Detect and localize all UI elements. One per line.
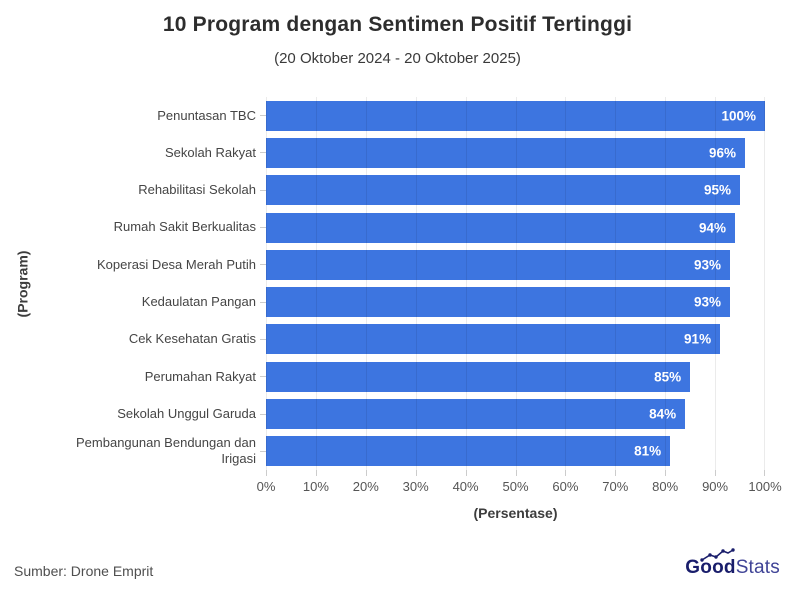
- category-label-row: Rehabilitasi Sekolah: [0, 172, 266, 209]
- bar: 94%: [266, 212, 736, 243]
- bar-value-label: 100%: [721, 108, 756, 124]
- x-tick-label: 30%: [402, 479, 429, 494]
- y-tick-mark: [260, 450, 266, 452]
- bar-value-label: 93%: [694, 294, 722, 310]
- bar: 85%: [266, 361, 691, 392]
- chart-title: 10 Program dengan Sentimen Positif Terti…: [162, 13, 633, 36]
- y-tick-mark: [260, 264, 266, 266]
- x-tick-mark: [715, 470, 717, 476]
- bar-value-label: 95%: [704, 182, 732, 198]
- bar-row: 85%: [266, 358, 765, 395]
- logo-part-good: Good: [685, 557, 736, 578]
- category-label-row: Pembangunan Bendungan dan Irigasi: [0, 433, 266, 470]
- category-label-row: Penuntasan TBC: [0, 97, 266, 134]
- x-tick-label: 20%: [352, 479, 379, 494]
- x-tick-label: 0%: [256, 479, 276, 494]
- x-axis-label: (Persentase): [473, 505, 558, 521]
- bar-row: 81%: [266, 433, 765, 470]
- category-label: Pembangunan Bendungan dan Irigasi: [76, 435, 256, 467]
- bar-value-label: 94%: [699, 220, 727, 236]
- bar: 84%: [266, 399, 686, 430]
- x-tick-label: 90%: [702, 479, 729, 494]
- x-tick-mark: [565, 470, 567, 476]
- bar: 96%: [266, 137, 746, 168]
- bar: 93%: [266, 287, 731, 318]
- x-tick-label: 100%: [748, 479, 782, 494]
- x-tick-label: 50%: [502, 479, 529, 494]
- logo-part-stats: Stats: [735, 557, 780, 578]
- bar: 95%: [266, 175, 741, 206]
- x-tick-label: 60%: [552, 479, 579, 494]
- x-tick-mark: [764, 470, 765, 476]
- goodstats-logo-text: GoodStats: [685, 548, 780, 579]
- category-label-row: Koperasi Desa Merah Putih: [0, 246, 266, 283]
- bar-value-label: 84%: [649, 406, 677, 422]
- bar-row: 84%: [266, 395, 765, 432]
- sparkline-icon: [700, 548, 735, 562]
- category-label: Penuntasan TBC: [157, 107, 256, 123]
- x-tick-mark: [365, 470, 367, 476]
- bar-row: 93%: [266, 246, 765, 283]
- bar-value-label: 91%: [684, 331, 712, 347]
- y-tick-mark: [260, 152, 266, 154]
- category-label: Sekolah Unggul Garuda: [117, 405, 256, 421]
- category-label: Koperasi Desa Merah Putih: [97, 256, 256, 272]
- x-tick-mark: [615, 470, 617, 476]
- plot-area: 100% 96% 95% 94% 93% 93% 91% 85% 84% 81%: [266, 97, 765, 470]
- x-tick-mark: [415, 470, 417, 476]
- category-label-row: Rumah Sakit Berkualitas: [0, 209, 266, 246]
- category-label: Rehabilitasi Sekolah: [138, 182, 256, 198]
- y-tick-mark: [260, 227, 266, 229]
- category-label-row: Cek Kesehatan Gratis: [0, 321, 266, 358]
- source-credit: Sumber: Drone Emprit: [14, 563, 154, 579]
- bar-value-label: 85%: [654, 369, 682, 385]
- y-tick-mark: [260, 376, 266, 378]
- category-label: Perumahan Rakyat: [144, 368, 256, 384]
- y-tick-mark: [260, 115, 266, 117]
- x-tick-mark: [315, 470, 317, 476]
- x-axis: 0% 10% 20% 30% 40% 50% 60% 70% 80% 90% 100%: [257, 470, 782, 496]
- bar-row: 93%: [266, 283, 765, 320]
- bar: 81%: [266, 436, 671, 467]
- bar-row: 94%: [266, 209, 765, 246]
- category-label: Rumah Sakit Berkualitas: [113, 219, 256, 235]
- bar-value-label: 93%: [694, 257, 722, 273]
- category-label-row: Sekolah Rakyat: [0, 134, 266, 171]
- y-tick-mark: [260, 413, 266, 415]
- bar: 93%: [266, 249, 731, 280]
- bar-value-label: 96%: [709, 145, 737, 161]
- category-label-row: Sekolah Unggul Garuda: [0, 395, 266, 432]
- bar-value-label: 81%: [634, 443, 662, 459]
- bar-row: 95%: [266, 172, 765, 209]
- category-labels-column: Penuntasan TBC Sekolah Rakyat Rehabilitasi…: [0, 97, 266, 470]
- y-tick-mark: [260, 301, 266, 303]
- x-tick-mark: [266, 470, 267, 476]
- goodstats-logo: GoodStats: [685, 548, 780, 579]
- bar-row: 100%: [266, 97, 765, 134]
- x-tick-mark: [515, 470, 517, 476]
- y-tick-mark: [260, 189, 266, 191]
- chart-subtitle: (20 Oktober 2024 - 20 Oktober 2025): [274, 50, 521, 67]
- x-tick-mark: [665, 470, 667, 476]
- bar-row: 91%: [266, 321, 765, 358]
- category-label-row: Kedaulatan Pangan: [0, 283, 266, 320]
- x-tick-mark: [465, 470, 467, 476]
- y-tick-mark: [260, 338, 266, 340]
- x-tick-label: 40%: [452, 479, 479, 494]
- x-tick-label: 70%: [602, 479, 629, 494]
- category-label: Sekolah Rakyat: [164, 144, 256, 160]
- category-label: Cek Kesehatan Gratis: [128, 331, 256, 347]
- x-tick-label: 10%: [302, 479, 329, 494]
- bar: 91%: [266, 324, 721, 355]
- bars-container: 100% 96% 95% 94% 93% 93% 91% 85% 84% 81%: [266, 97, 765, 470]
- category-label-row: Perumahan Rakyat: [0, 358, 266, 395]
- category-label: Kedaulatan Pangan: [141, 294, 256, 309]
- x-tick-label: 80%: [652, 479, 679, 494]
- bar: 100%: [266, 100, 765, 131]
- bar-row: 96%: [266, 134, 765, 171]
